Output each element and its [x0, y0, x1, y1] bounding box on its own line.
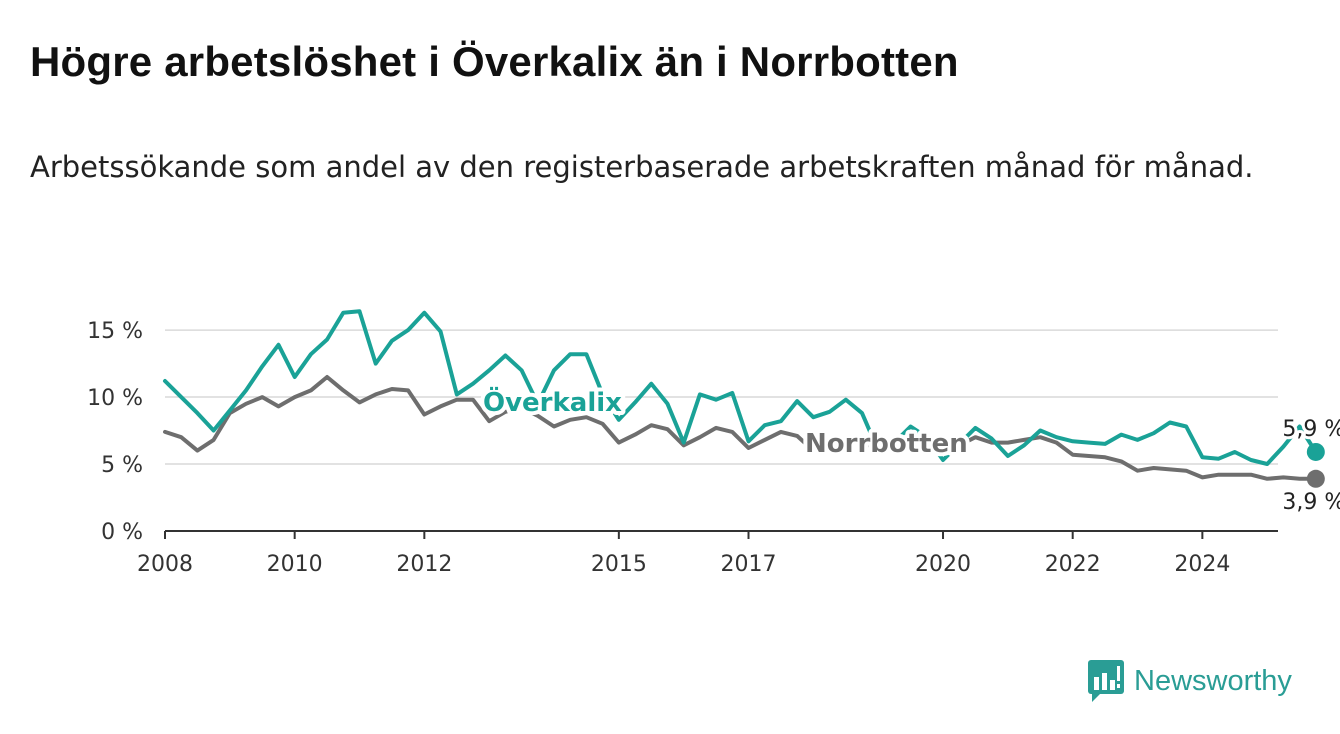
- y-tick-label: 5 %: [101, 453, 143, 478]
- newsworthy-logo-icon: [1088, 660, 1124, 702]
- svg-text:Överkalix: Överkalix: [483, 385, 622, 418]
- brand-name: Newsworthy: [1134, 664, 1292, 697]
- x-tick-label: 2010: [267, 552, 323, 577]
- end-label-norrbotten: 3,9 %3,9 %: [1279, 487, 1340, 518]
- y-tick-label: 15 %: [87, 319, 143, 344]
- chart-title: Högre arbetslöshet i Överkalix än i Norr…: [30, 38, 959, 85]
- svg-text:5,9 %: 5,9 %: [1282, 417, 1340, 442]
- svg-text:Norrbotten: Norrbotten: [805, 429, 968, 459]
- x-tick-label: 2020: [915, 552, 971, 577]
- end-point-overkalix: [1306, 442, 1325, 461]
- chart-subtitle: Arbetssökande som andel av den registerb…: [30, 150, 1254, 184]
- series-lines: [163, 309, 1325, 488]
- y-tick-label: 10 %: [87, 386, 143, 411]
- svg-text:3,9 %: 3,9 %: [1282, 490, 1340, 515]
- svg-text:3,9 %: 3,9 %: [1282, 490, 1340, 515]
- series-line-overkalix: [163, 309, 1318, 466]
- svg-text:Norrbotten: Norrbotten: [805, 429, 968, 459]
- x-axis-ticks: 2008 2010 2012 2015 2017 2020 2022 2024: [137, 531, 1230, 577]
- newsworthy-brand[interactable]: Newsworthy: [1088, 660, 1292, 702]
- svg-text:Överkalix: Överkalix: [483, 385, 622, 418]
- x-tick-label: 2012: [396, 552, 452, 577]
- x-tick-label: 2022: [1045, 552, 1101, 577]
- svg-text:5,9 %: 5,9 %: [1282, 417, 1340, 442]
- y-axis-ticks: 0 % 5 % 10 % 15 %: [87, 319, 143, 545]
- y-tick-label: 0 %: [101, 520, 143, 545]
- x-tick-label: 2008: [137, 552, 193, 577]
- series-line-norrbotten: [163, 375, 1318, 481]
- x-tick-label: 2024: [1174, 552, 1230, 577]
- grid-lines: [165, 329, 1278, 532]
- end-label-overkalix: 5,9 %5,9 %: [1279, 414, 1340, 445]
- x-tick-label: 2015: [591, 552, 647, 577]
- x-tick-label: 2017: [721, 552, 777, 577]
- end-point-norrbotten: [1306, 469, 1325, 488]
